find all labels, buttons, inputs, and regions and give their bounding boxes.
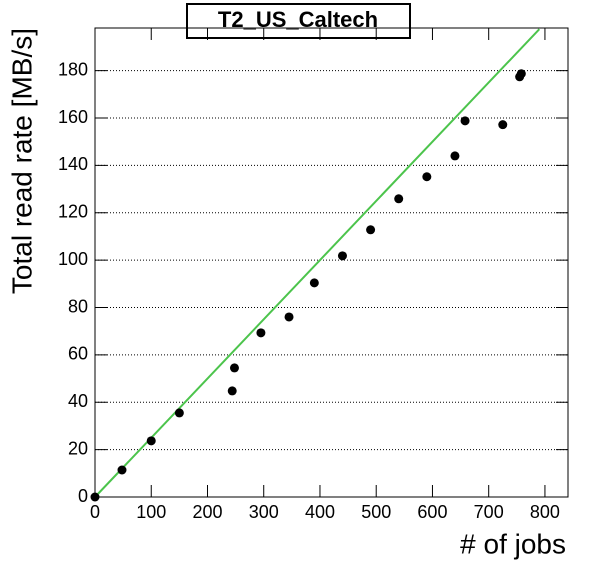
x-tick-label: 300	[249, 502, 279, 522]
data-point	[498, 120, 508, 130]
x-tick-label: 0	[90, 502, 100, 522]
data-point	[229, 363, 239, 373]
y-tick-label: 40	[68, 391, 88, 411]
data-point	[460, 116, 470, 126]
x-tick-label: 200	[192, 502, 222, 522]
x-tick-label: 600	[417, 502, 447, 522]
x-tick-label: 500	[361, 502, 391, 522]
data-point	[394, 194, 404, 204]
data-point	[366, 225, 376, 235]
fit-line	[94, 28, 541, 498]
y-tick-label: 180	[58, 59, 88, 79]
x-tick-label: 700	[474, 502, 504, 522]
data-point	[337, 251, 347, 261]
y-tick-label: 140	[58, 154, 88, 174]
y-tick-label: 120	[58, 202, 88, 222]
y-tick-label: 160	[58, 107, 88, 127]
y-tick-label: 100	[58, 249, 88, 269]
x-tick-label: 400	[305, 502, 335, 522]
data-point	[309, 278, 319, 288]
data-point	[284, 312, 294, 322]
data-point	[227, 386, 237, 396]
y-axis-label: Total read rate [MB/s]	[6, 28, 37, 294]
y-tick-label: 80	[68, 296, 88, 316]
data-point	[256, 328, 266, 338]
x-tick-label: 800	[530, 502, 560, 522]
data-point	[422, 172, 432, 182]
data-point	[90, 492, 100, 502]
x-tick-label: 100	[136, 502, 166, 522]
plot-frame	[94, 27, 569, 498]
y-tick-label: 20	[68, 438, 88, 458]
x-axis-label: # of jobs	[460, 528, 566, 559]
data-point	[117, 465, 127, 475]
data-point	[516, 69, 526, 79]
title-box	[186, 3, 411, 39]
y-tick-label: 0	[78, 486, 88, 506]
data-point	[146, 436, 156, 446]
data-point	[174, 408, 184, 418]
y-tick-label: 60	[68, 344, 88, 364]
data-point	[450, 151, 460, 161]
